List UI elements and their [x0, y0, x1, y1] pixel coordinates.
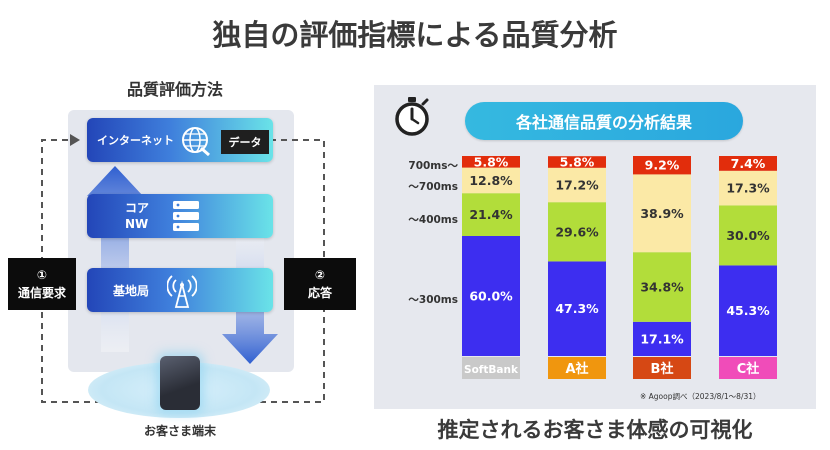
tier-label-700: ～700ms	[408, 181, 458, 193]
chart-title: 各社通信品質の分析結果	[465, 102, 743, 140]
terminal-label: お客さま端末	[143, 424, 216, 438]
value-label-1-4: 5.8%	[474, 154, 509, 169]
bar-segment-3-3	[633, 174, 691, 253]
value-label-1-1: 60.0%	[469, 289, 513, 304]
category-box-1	[462, 357, 520, 379]
bar-segment-3-4	[633, 156, 691, 175]
value-label-4-4: 7.4%	[731, 156, 766, 171]
stacked-bar-chart: 60.0% 21.4% 12.8% 5.8% SoftBank 47.3% 29.6% 17.…	[462, 154, 777, 379]
layer-base-label: 基地局	[113, 284, 150, 298]
bar-segment-4-2	[719, 205, 777, 266]
bar-segment-2-3	[548, 167, 606, 203]
bottom-title: 推定されるお客さま体感の可視化	[437, 418, 753, 442]
value-label-4-2: 30.0%	[726, 228, 770, 243]
antenna-icon	[167, 275, 197, 308]
value-label-1-3: 12.8%	[469, 173, 513, 188]
value-label-3-2: 34.8%	[640, 280, 684, 295]
tier-label-300: ～300ms	[408, 294, 458, 306]
value-label-4-1: 45.3%	[726, 303, 770, 318]
globe-icon	[182, 127, 210, 156]
response-number: ②	[314, 268, 326, 282]
bar-segment-2-4	[548, 156, 606, 168]
request-number: ①	[36, 268, 48, 282]
value-label-3-3: 38.9%	[640, 206, 684, 221]
category-label-4: C社	[737, 361, 760, 377]
page-title: 独自の評価指標による品質分析	[212, 18, 618, 52]
request-label-box: ① 通信要求	[8, 258, 76, 310]
layer-core-label-2: NW	[125, 217, 149, 231]
bar-segment-4-1	[719, 265, 777, 356]
smartphone-icon	[160, 356, 200, 410]
bar-segment-1-2	[462, 193, 520, 236]
request-label: 通信要求	[17, 286, 66, 300]
value-label-2-3: 17.2%	[555, 178, 599, 193]
response-label-box: ② 応答	[284, 258, 356, 310]
bar-segment-1-3	[462, 167, 520, 194]
value-label-3-1: 17.1%	[640, 331, 684, 346]
bar-segment-1-1	[462, 236, 520, 356]
value-label-2-2: 29.6%	[555, 224, 599, 239]
layer-core-network: コア NW	[87, 194, 273, 238]
category-box-3	[633, 357, 691, 379]
bar-segment-4-4	[719, 156, 777, 171]
bar-segment-1-4	[462, 156, 520, 168]
category-label-1: SoftBank	[464, 364, 519, 376]
bar-segment-2-1	[548, 261, 606, 356]
data-badge: データ	[221, 130, 269, 154]
tier-label-400: ～400ms	[408, 214, 458, 226]
tier-label-700-plus: 700ms～	[408, 160, 458, 172]
bar-segment-2-2	[548, 202, 606, 262]
value-label-1-2: 21.4%	[469, 207, 513, 222]
category-label-3: B社	[651, 361, 674, 377]
layer-base-station: 基地局	[87, 268, 273, 312]
value-label-2-1: 47.3%	[555, 301, 599, 316]
category-box-2	[548, 357, 606, 379]
source-note: ※ Agoop調べ（2023/8/1～8/31）	[640, 392, 761, 401]
bar-segment-3-2	[633, 252, 691, 322]
response-label: 応答	[307, 286, 332, 300]
layer-internet-label: インターネット	[97, 134, 174, 147]
bar-segment-3-1	[633, 321, 691, 356]
server-icon	[173, 201, 199, 231]
category-box-4	[719, 357, 777, 379]
stopwatch-icon	[395, 97, 429, 136]
bar-segment-4-3	[719, 170, 777, 206]
value-label-4-3: 17.3%	[726, 181, 770, 196]
category-label-2: A社	[565, 361, 588, 377]
layer-core-label-1: コア	[125, 201, 150, 215]
value-label-3-4: 9.2%	[645, 158, 680, 173]
value-label-2-4: 5.8%	[560, 155, 595, 170]
method-title: 品質評価方法	[126, 80, 223, 99]
